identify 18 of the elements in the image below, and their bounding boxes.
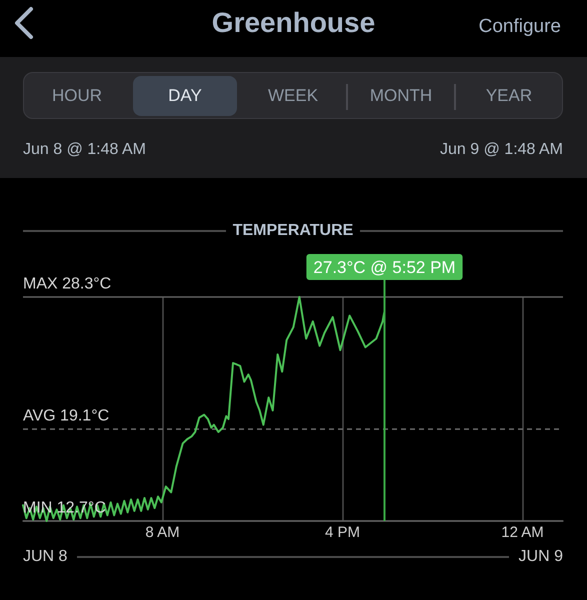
text: 27.3°C @ 5:52 PM xyxy=(313,258,456,277)
x-tick-label: 4 PM xyxy=(324,524,360,541)
x-tick-label: 8 AM xyxy=(145,524,180,541)
text: Configure xyxy=(478,16,561,37)
text: DAY xyxy=(168,86,202,104)
text: WEEK xyxy=(268,86,318,104)
text: JUN 8 xyxy=(23,548,68,565)
text: MONTH xyxy=(370,86,432,104)
x-tick-label: 12 AM xyxy=(501,524,544,541)
text: YEAR xyxy=(486,86,532,104)
ref-line-label: MAX 28.3°C xyxy=(23,276,112,292)
ref-line-label: AVG 19.1°C xyxy=(23,408,110,425)
text: JUN 9 xyxy=(518,548,563,565)
text: HOUR xyxy=(52,86,102,104)
chart-title: Greenhouse xyxy=(212,7,376,38)
text: Jun 9 @ 1:48 AM xyxy=(440,141,563,158)
text: Jun 8 @ 1:48 AM xyxy=(23,141,146,158)
chart-subtitle: TEMPERATURE xyxy=(232,222,354,239)
